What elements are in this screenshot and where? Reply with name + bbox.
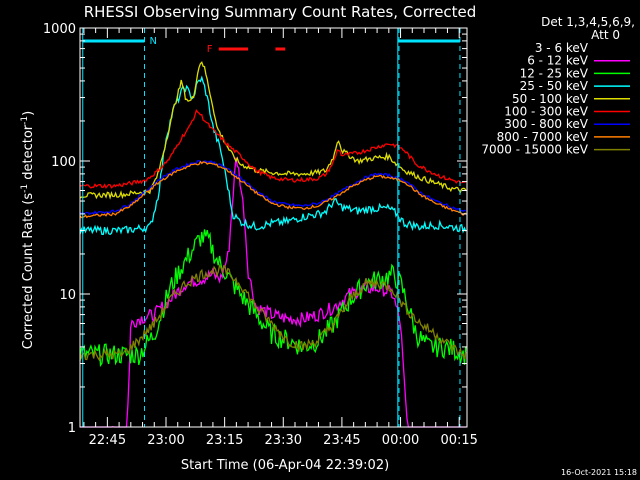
flare-label: F — [207, 44, 213, 55]
legend-label: 7000 - 15000 keV — [481, 143, 588, 157]
legend-label: 3 - 6 keV — [535, 41, 589, 55]
legend-label: 25 - 50 keV — [520, 79, 589, 93]
legend-label: 50 - 100 keV — [512, 92, 589, 106]
series-line-25-50-kev — [79, 75, 467, 236]
y-tick-label: 1 — [68, 421, 76, 436]
x-tick-label: 00:15 — [440, 433, 477, 448]
series-line-300-800-kev — [80, 160, 467, 216]
x-tick-label: 00:00 — [382, 433, 419, 448]
plot-frame — [79, 27, 468, 428]
y-axis-label: Corrected Count Rate (s-1 detector-1) — [20, 111, 36, 349]
x-tick-label: 23:00 — [147, 433, 184, 448]
series-line-6-12-kev — [80, 157, 466, 428]
legend-header-line1: Det 1,3,4,5,6,9, — [541, 15, 635, 29]
footer-date: 16-Oct-2021 15:18 — [561, 468, 637, 477]
legend-label: 12 - 25 keV — [520, 66, 589, 80]
night-label: N — [150, 36, 157, 47]
legend-label: 6 - 12 keV — [527, 54, 589, 68]
x-tick-label: 23:30 — [265, 433, 302, 448]
series-line-800-7000-kev — [79, 160, 466, 219]
series-line-12-25-kev — [79, 229, 467, 368]
x-axis-label: Start Time (06-Apr-04 22:39:02) — [181, 458, 389, 473]
x-tick-label: 23:45 — [323, 433, 360, 448]
series-line-100-300-kev — [80, 109, 466, 189]
chart-title: RHESSI Observing Summary Count Rates, Co… — [84, 3, 477, 21]
legend-label: 100 - 300 keV — [504, 105, 588, 119]
x-tick-label: 23:15 — [206, 433, 243, 448]
legend-label: 800 - 7000 keV — [497, 130, 589, 144]
y-tick-label: 1000 — [43, 22, 76, 37]
x-tick-label: 22:45 — [89, 433, 126, 448]
legend-header-line2: Att 0 — [591, 28, 620, 42]
legend-label: 300 - 800 keV — [504, 117, 588, 131]
y-tick-label: 10 — [59, 288, 76, 303]
y-tick-label: 100 — [51, 155, 76, 170]
